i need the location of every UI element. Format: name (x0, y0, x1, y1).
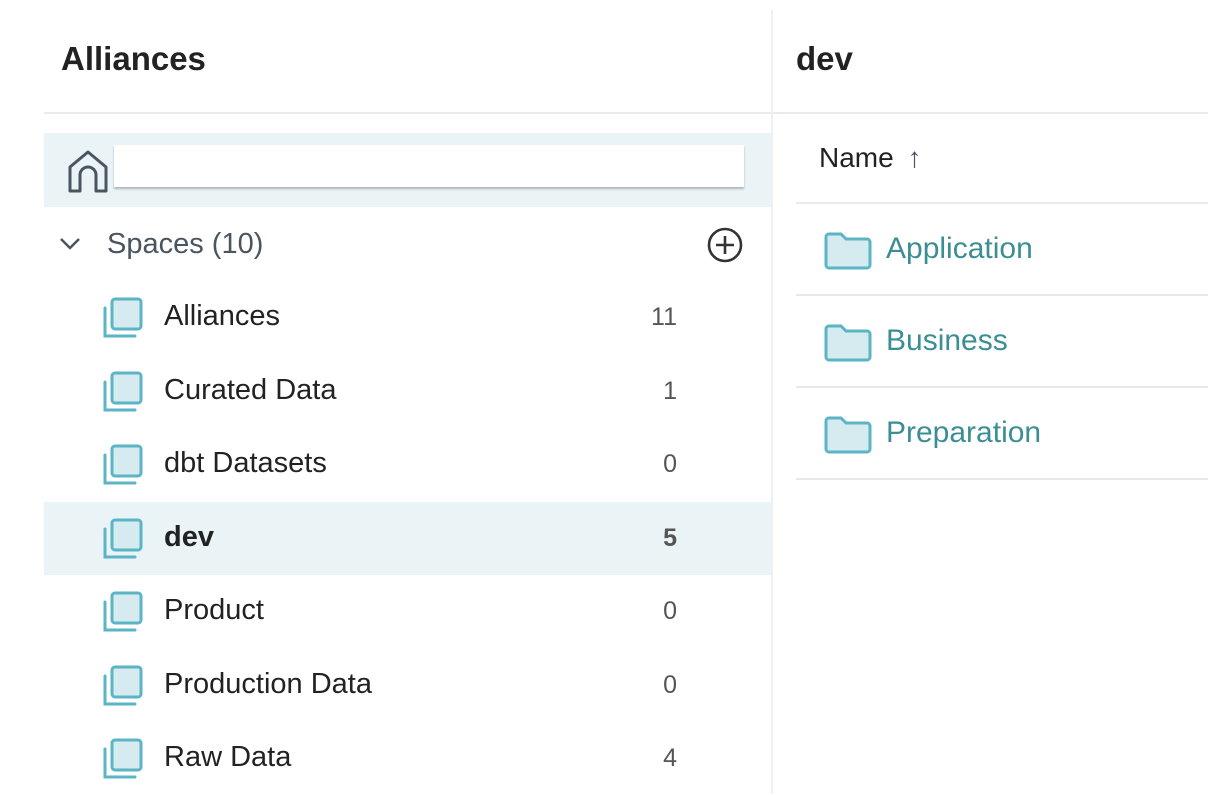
folder-row[interactable]: Business (796, 296, 1208, 388)
space-name: Alliances (164, 300, 281, 332)
panel-title: Alliances (61, 40, 206, 77)
space-count: 11 (651, 303, 677, 331)
spaces-section-header[interactable]: Spaces (10) (44, 222, 771, 266)
folder-name[interactable]: Application (886, 232, 1033, 265)
space-name: dev (164, 520, 214, 553)
divider (773, 112, 1208, 114)
space-name: Product (164, 594, 264, 626)
space-item[interactable]: Raw Data 4 (44, 722, 771, 795)
space-item[interactable]: dbt Datasets 0 (44, 428, 771, 501)
space-count: 0 (663, 450, 677, 478)
folder-name[interactable]: Business (886, 324, 1008, 357)
space-name: Raw Data (164, 741, 292, 773)
space-name: Curated Data (164, 373, 337, 406)
space-icon (103, 738, 143, 779)
space-count: 0 (663, 670, 677, 699)
space-icon (103, 444, 143, 485)
space-icon (103, 518, 143, 558)
space-count: 0 (663, 597, 677, 625)
folder-row[interactable]: Preparation (796, 388, 1208, 480)
folder-icon (824, 232, 872, 270)
spaces-label: Spaces (10) (107, 228, 264, 260)
space-icon (103, 665, 143, 705)
redacted-label (114, 145, 744, 187)
arrow-up-icon: ↑ (907, 142, 922, 173)
space-count: 4 (663, 744, 677, 772)
home-item[interactable] (44, 133, 771, 207)
divider (796, 202, 1208, 204)
space-icon (103, 297, 143, 338)
panel-divider (771, 10, 773, 794)
space-item[interactable]: Alliances 11 (44, 281, 771, 354)
add-space-icon[interactable] (706, 226, 744, 264)
space-name: Production Data (164, 667, 372, 700)
folder-icon (824, 416, 872, 454)
space-item[interactable]: Curated Data 1 (44, 355, 771, 428)
divider (44, 112, 771, 114)
content-panel: dev Name ↑ Application Business Preparatio… (773, 0, 1208, 794)
space-item[interactable]: dev 5 (44, 501, 771, 575)
folder-row[interactable]: Application (796, 204, 1208, 296)
folder-icon (824, 324, 872, 362)
space-count: 5 (663, 523, 677, 552)
content-title: dev (796, 40, 853, 77)
name-column-header[interactable]: Name ↑ (819, 142, 921, 174)
space-icon (103, 371, 143, 411)
chevron-down-icon[interactable] (58, 234, 82, 254)
space-name: dbt Datasets (164, 447, 327, 479)
home-icon (68, 150, 108, 193)
space-count: 1 (663, 376, 677, 405)
space-item[interactable]: Production Data 0 (44, 649, 771, 722)
space-icon (103, 591, 143, 632)
folder-name[interactable]: Preparation (886, 416, 1042, 449)
space-item[interactable]: Product 0 (44, 575, 771, 648)
spaces-panel: Alliances Spaces (10) Alliances 11 Curated… (44, 0, 771, 794)
column-label: Name (819, 142, 894, 173)
